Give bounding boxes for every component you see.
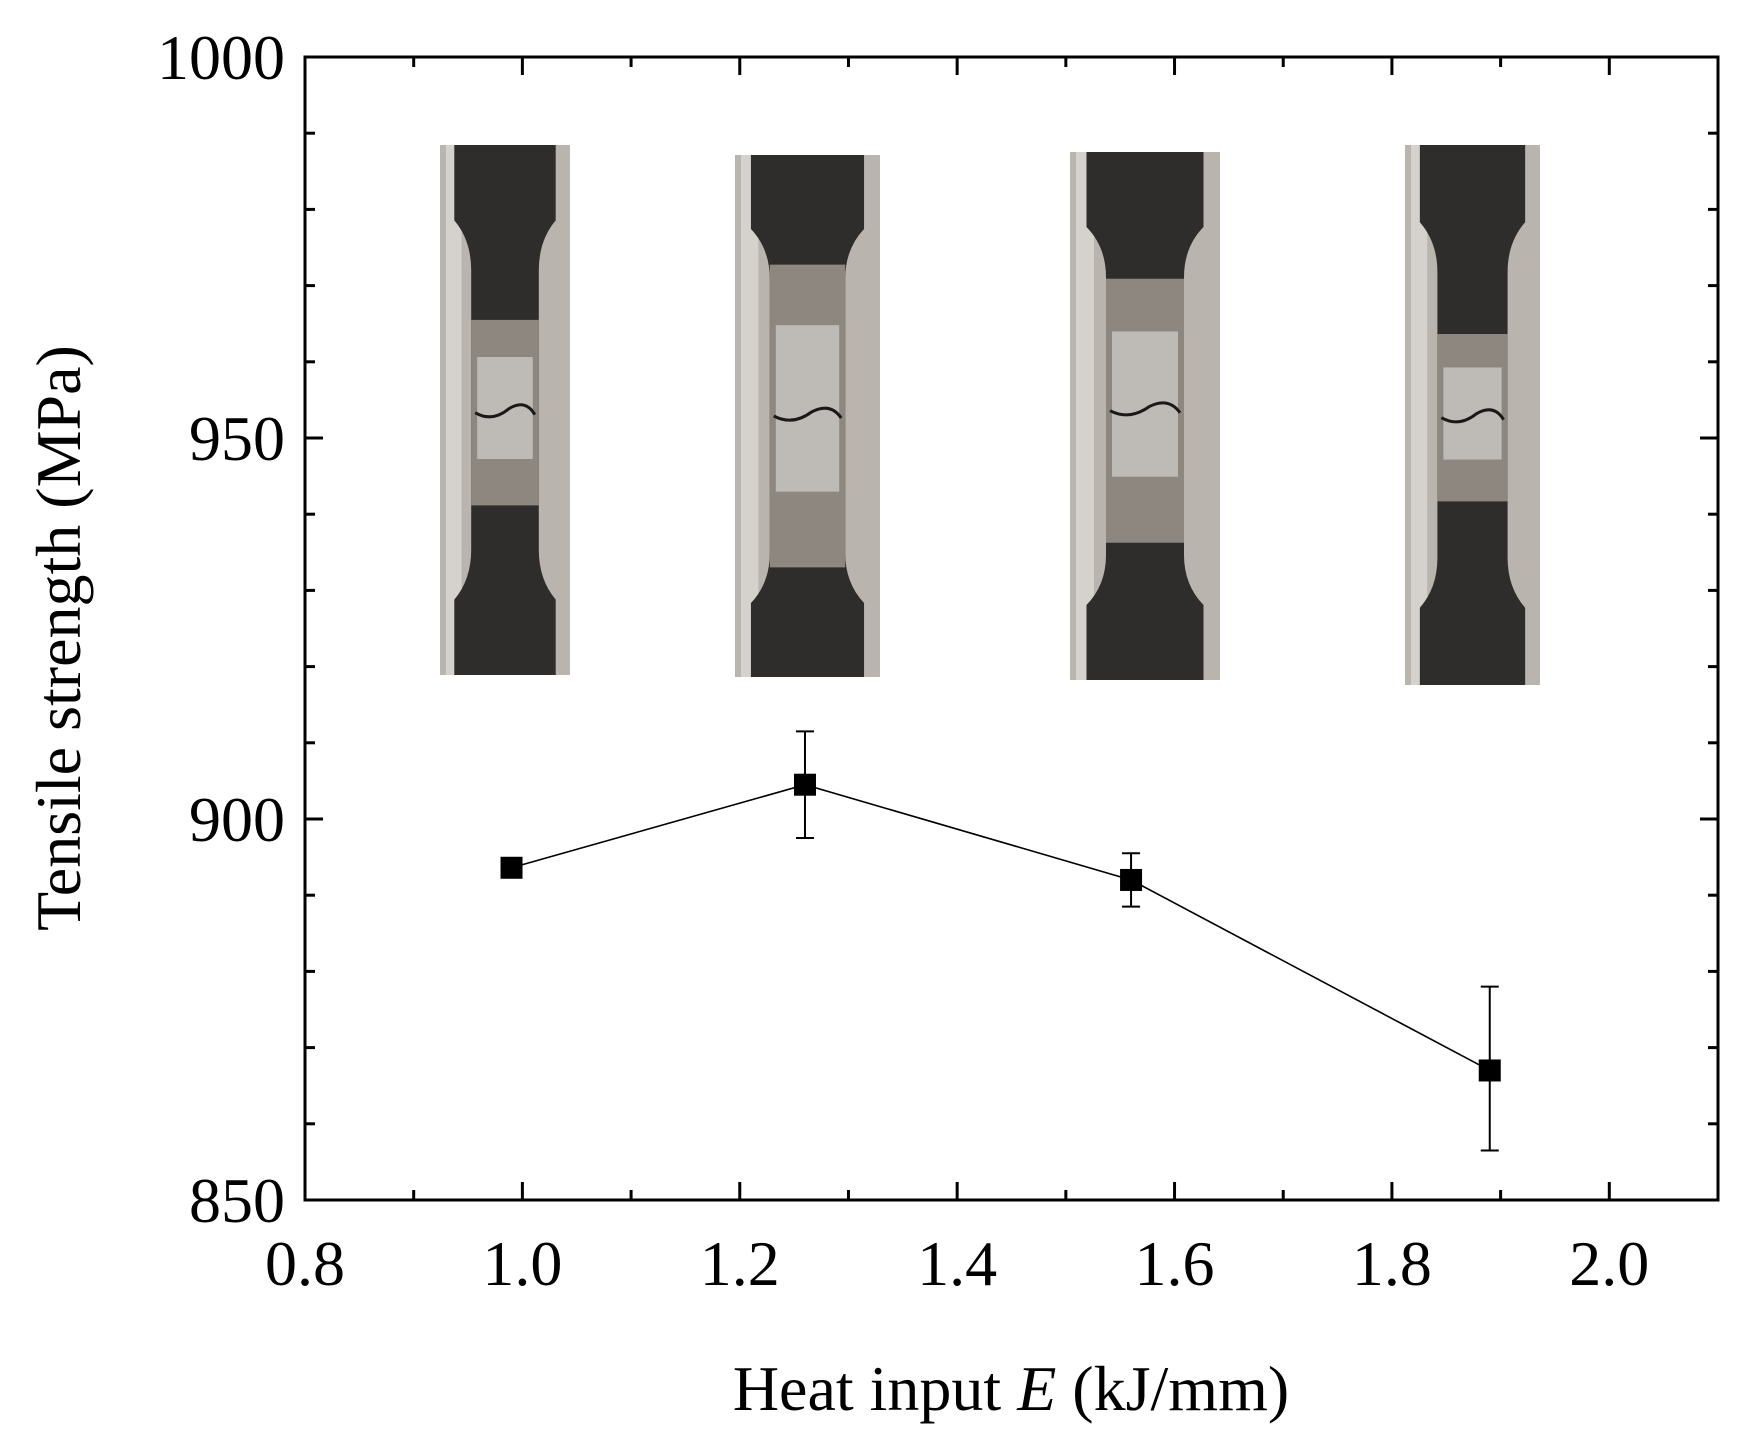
y-axis-title: Tensile strength (MPa) [23,345,94,931]
y-tick-label: 850 [189,1165,285,1236]
data-point-marker [793,773,816,796]
fracture-line [1440,408,1505,424]
specimen-photo-1 [440,145,570,675]
photo-highlight [1076,152,1094,680]
photo-highlight [446,145,462,675]
photo-highlight [1411,145,1428,685]
y-tick-label: 900 [189,784,285,855]
specimen-photos [440,145,1540,685]
series-layer [500,730,1501,1152]
x-tick-label: 2.0 [1569,1228,1649,1299]
specimen-photo-2 [735,155,880,677]
data-point-marker [1478,1059,1501,1082]
x-tick-label: 1.4 [917,1228,997,1299]
x-tick-label: 1.6 [1135,1228,1215,1299]
weld-bright-region [1443,367,1502,460]
x-tick-label: 1.8 [1352,1228,1432,1299]
fracture-line [1109,401,1182,417]
photo-highlight [741,155,759,677]
x-axis-title-variable: E [1016,1353,1056,1424]
axis-ticks: 0.8 1.0 1.2 1.4 1.6 1.8 2.0 850 900 950 1000 [157,22,1718,1299]
x-tick-label: 0.8 [265,1228,345,1299]
data-point-marker [1120,868,1143,891]
x-tick-label: 1.0 [482,1228,562,1299]
x-tick-label: 1.2 [700,1228,780,1299]
specimen-photo-3 [1070,152,1220,680]
x-axis-title-prefix: Heat input [733,1353,1017,1424]
y-tick-label: 1000 [157,22,285,93]
fracture-line [474,403,537,419]
plot-frame [303,55,1720,1202]
specimen-photo-4 [1405,145,1540,685]
x-axis-title-suffix: (kJ/mm) [1056,1353,1289,1424]
y-tick-label: 950 [189,403,285,474]
weld-bright-region [477,357,533,460]
series-line [511,783,1491,1072]
x-axis-title: Heat input E (kJ/mm) [733,1353,1289,1424]
data-point-marker [500,856,523,879]
fracture-line [773,406,843,422]
